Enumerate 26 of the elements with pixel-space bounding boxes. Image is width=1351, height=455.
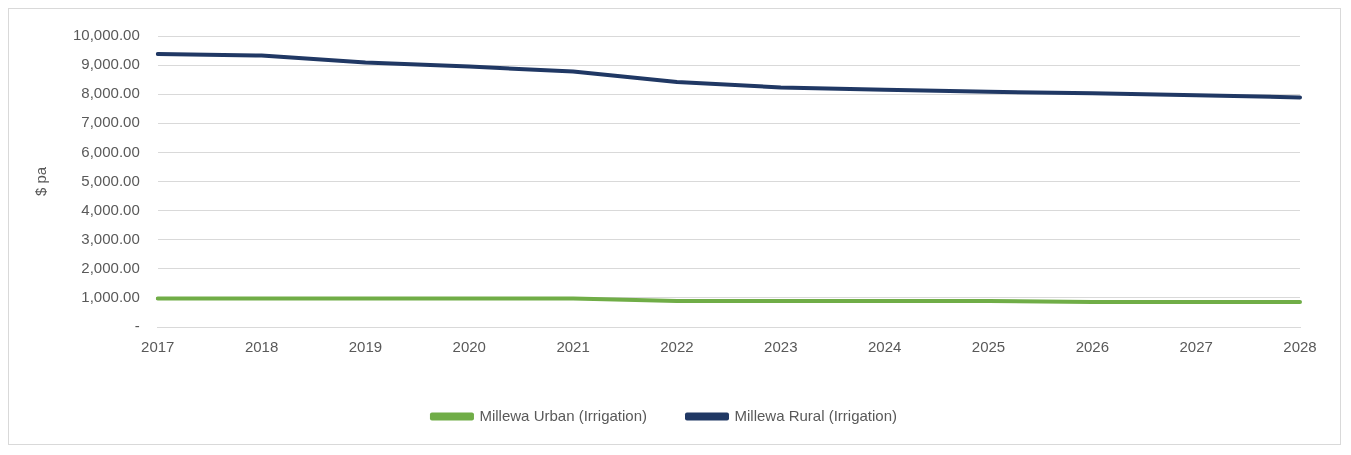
x-tick-label: 2024 (867, 338, 902, 356)
x-tick-label: 2027 (1179, 338, 1213, 356)
x-tick-label: 2025 (971, 338, 1006, 356)
legend-label: Millewa Urban (Irrigation) (479, 406, 648, 424)
x-tick-label: 2022 (660, 338, 694, 356)
legend-label: Millewa Rural (Irrigation) (734, 406, 898, 424)
x-tick-label: 2019 (348, 338, 383, 356)
y-tick-label: 7,000.00 (81, 113, 140, 131)
y-tick-label: 4,000.00 (81, 200, 140, 218)
x-tick-label: 2026 (1075, 338, 1109, 356)
y-axis-title: $ pa (32, 166, 50, 197)
y-tick-label: 5,000.00 (81, 171, 140, 189)
y-tick-label: 2,000.00 (81, 258, 140, 276)
y-tick-label: 10,000.00 (73, 26, 140, 44)
y-tick-label: 3,000.00 (81, 229, 140, 247)
x-tick-label: 2021 (556, 338, 590, 356)
x-tick-label: 2017 (141, 338, 175, 356)
y-tick-label: - (134, 317, 140, 335)
x-tick-label: 2028 (1283, 338, 1317, 356)
y-tick-label: 1,000.00 (81, 288, 140, 306)
y-tick-label: 6,000.00 (81, 142, 140, 160)
y-tick-label: 9,000.00 (81, 55, 140, 73)
x-tick-label: 2020 (452, 338, 486, 356)
x-tick-label: 2023 (764, 338, 798, 356)
x-tick-label: 2018 (244, 338, 279, 356)
y-tick-label: 8,000.00 (81, 84, 140, 102)
